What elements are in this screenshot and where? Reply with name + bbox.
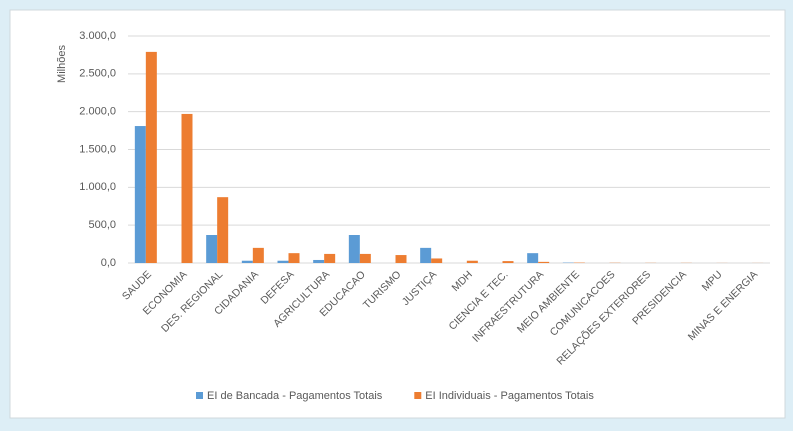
bar bbox=[288, 253, 300, 263]
legend-swatch bbox=[414, 392, 422, 399]
y-tick-label: 500,0 bbox=[88, 219, 116, 231]
bar bbox=[502, 261, 514, 263]
bar bbox=[217, 197, 229, 263]
legend-swatch bbox=[196, 392, 203, 399]
y-tick-label: 2.500,0 bbox=[79, 68, 116, 80]
bar bbox=[359, 253, 371, 263]
bar bbox=[313, 259, 325, 263]
bar bbox=[145, 51, 157, 263]
legend-label: EI de Bancada - Pagamentos Totais bbox=[207, 390, 383, 402]
bar bbox=[134, 126, 146, 263]
bar bbox=[181, 113, 193, 263]
bar bbox=[241, 260, 253, 263]
bar bbox=[206, 235, 218, 263]
bar bbox=[420, 247, 432, 263]
y-tick-label: 3.000,0 bbox=[79, 30, 116, 42]
bar bbox=[252, 247, 264, 263]
bar bbox=[527, 253, 539, 263]
y-tick-label: 2.000,0 bbox=[79, 106, 116, 118]
y-tick-label: 1.500,0 bbox=[79, 143, 116, 155]
chart-panel bbox=[9, 9, 786, 419]
bar bbox=[277, 260, 289, 263]
y-tick-label: 0,0 bbox=[101, 257, 116, 269]
bar bbox=[538, 261, 550, 263]
bar bbox=[466, 260, 478, 263]
y-tick-label: 1.000,0 bbox=[79, 181, 116, 193]
bar bbox=[431, 258, 443, 263]
bar bbox=[324, 253, 336, 263]
bar bbox=[395, 255, 407, 263]
bar bbox=[348, 235, 360, 263]
legend-label: EI Individuais - Pagamentos Totais bbox=[425, 390, 594, 402]
y-axis-label: Milhões bbox=[56, 45, 68, 83]
